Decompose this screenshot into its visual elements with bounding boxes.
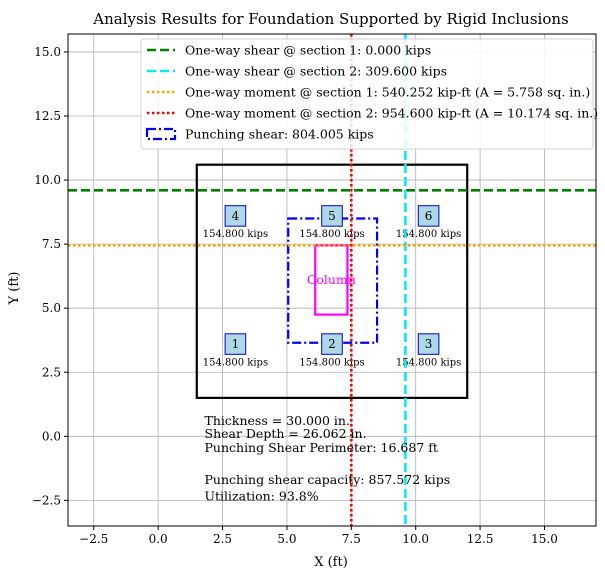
legend-label-4: Punching shear: 804.005 kips — [185, 127, 374, 142]
pile-2: 2 154.800 kips — [299, 333, 365, 368]
annotation-4: Utilization: 93.8% — [205, 489, 319, 504]
pile-load-label: 154.800 kips — [396, 357, 461, 368]
pile-marker — [321, 333, 343, 355]
foundation-outline — [195, 163, 469, 399]
pile-3: 3 154.800 kips — [396, 333, 461, 368]
y-axis-label: Y (ft) — [7, 272, 22, 306]
pile-load-label: 154.800 kips — [203, 357, 268, 368]
column-outline — [314, 244, 349, 316]
annotation-1: Shear Depth = 26.062 in. — [205, 426, 367, 441]
y-tick-label: 2.5 — [42, 365, 61, 379]
pile-5: 5 154.800 kips — [299, 205, 365, 240]
x-tick-label: 2.5 — [213, 532, 232, 546]
pile-marker — [224, 205, 247, 227]
x-tick-label: 15.0 — [531, 532, 558, 546]
annotation-0: Thickness = 30.000 in. — [205, 413, 350, 428]
legend: One-way shear @ section 1: 0.000 kips One… — [140, 38, 598, 150]
y-tick-label: 7.5 — [42, 237, 61, 251]
pile-number: 5 — [328, 209, 336, 223]
pile-load-label: 154.800 kips — [299, 229, 364, 240]
pile-6: 6 154.800 kips — [396, 205, 461, 240]
axis-ticks: −2.5 0.0 2.5 5.0 7.5 10.0 12.5 15.0 −2.5 0.0 2.5 5.… — [32, 45, 558, 546]
plot-frame — [67, 33, 597, 527]
pile-1: 1 154.800 kips — [203, 333, 268, 368]
pile-number: 6 — [425, 209, 433, 223]
x-tick-label: 5.0 — [277, 532, 296, 546]
pile-4: 4 154.800 kips — [203, 205, 268, 240]
y-tick-label: −2.5 — [32, 493, 61, 507]
x-tick-label: 7.5 — [342, 532, 361, 546]
pile-load-label: 154.800 kips — [299, 357, 364, 368]
legend-label-0: One-way shear @ section 1: 0.000 kips — [185, 43, 431, 58]
y-tick-label: 15.0 — [34, 45, 61, 59]
column-label: Column — [307, 272, 356, 287]
x-axis-label: X (ft) — [314, 555, 348, 570]
pile-marker — [321, 205, 343, 227]
y-tick-label: 12.5 — [34, 109, 61, 123]
chart-title: Analysis Results for Foundation Supporte… — [92, 10, 568, 28]
pile-load-label: 154.800 kips — [396, 229, 461, 240]
annotation-3: Punching shear capacity: 857.572 kips — [205, 472, 451, 487]
pile-number: 3 — [425, 337, 433, 351]
legend-box — [140, 38, 594, 150]
pile-marker — [417, 333, 440, 355]
legend-label-1: One-way shear @ section 2: 309.600 kips — [185, 64, 447, 79]
x-tick-label: 10.0 — [402, 532, 429, 546]
pile-number: 2 — [328, 337, 336, 351]
x-tick-label: −2.5 — [79, 532, 108, 546]
pile-marker — [224, 333, 247, 355]
legend-swatch-4 — [145, 127, 177, 141]
y-tick-label: 10.0 — [34, 173, 61, 187]
pile-load-label: 154.800 kips — [203, 229, 268, 240]
pile-number: 4 — [232, 209, 240, 223]
pile-marker — [417, 205, 440, 227]
pile-number: 1 — [232, 337, 240, 351]
annotation-2: Punching Shear Perimeter: 16.687 ft — [205, 440, 438, 455]
y-tick-label: 0.0 — [42, 429, 61, 443]
y-tick-label: 5.0 — [42, 301, 61, 315]
plot-content: Column 1 154.800 kips 2 154.800 kips 3 154.800… — [68, 34, 596, 526]
legend-label-3: One-way moment @ section 2: 954.600 kip-… — [185, 106, 598, 121]
x-tick-label: 0.0 — [149, 532, 168, 546]
x-tick-label: 12.5 — [467, 532, 494, 546]
legend-label-2: One-way moment @ section 1: 540.252 kip-… — [185, 85, 590, 100]
